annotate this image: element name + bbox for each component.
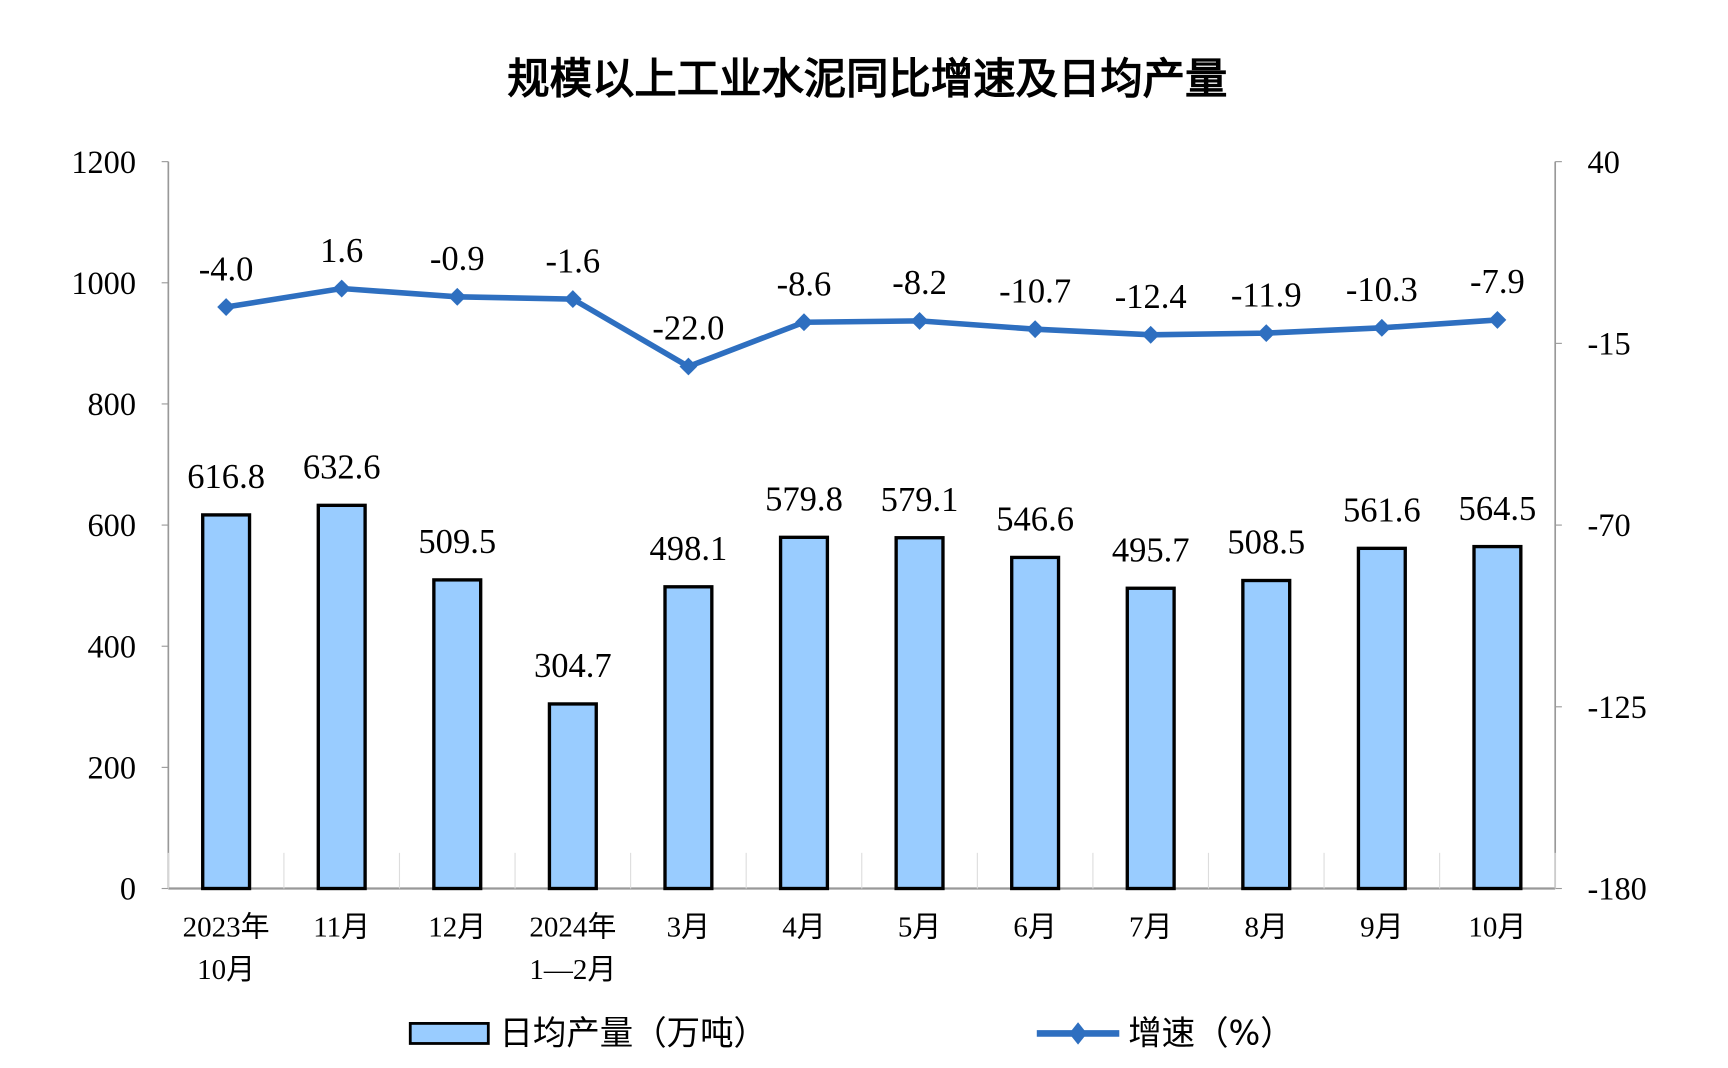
bar: [663, 585, 714, 891]
right-tick-label: 40: [1588, 144, 1620, 180]
bar-value-label: 509.5: [418, 523, 496, 561]
growth-point: [1141, 325, 1160, 344]
bar: [894, 536, 945, 891]
growth-point: [563, 290, 582, 309]
category-label: 10月: [1468, 911, 1526, 943]
growth-point: [1372, 318, 1391, 337]
growth-value-label: -22.0: [652, 310, 724, 348]
bar-value-label: 632.6: [303, 449, 381, 487]
growth-point: [448, 287, 467, 306]
growth-value-label: -12.4: [1115, 278, 1187, 316]
category-label: 6月: [1013, 911, 1056, 943]
growth-value-label: -10.3: [1346, 271, 1418, 309]
left-tick-label: 200: [88, 750, 137, 786]
left-tick-label: 0: [120, 871, 136, 907]
left-tick-label: 1200: [71, 144, 136, 180]
growth-point: [217, 298, 236, 316]
left-tick-label: 600: [88, 507, 137, 543]
growth-line: [217, 279, 1507, 376]
bar-value-label: 495.7: [1112, 532, 1190, 570]
legend: 日均产量（万吨） 增速（%）: [408, 1014, 1294, 1053]
legend-diamond-icon: [1069, 1022, 1087, 1045]
category-label: 10月: [197, 954, 255, 986]
growth-point: [1026, 320, 1045, 339]
bar: [1356, 546, 1407, 891]
category-label: 5月: [898, 911, 941, 943]
category-label: 4月: [782, 911, 825, 943]
growth-value-label: 1.6: [320, 232, 363, 270]
growth-point: [679, 357, 698, 376]
growth-value-label: -8.2: [892, 264, 947, 302]
left-tick-label: 800: [88, 386, 137, 422]
growth-value-label: -4.0: [199, 250, 254, 288]
bar-value-label: 579.1: [881, 481, 959, 519]
left-tick-label: 1000: [71, 265, 136, 301]
category-label: 9月: [1360, 911, 1403, 943]
growth-value-label: -10.7: [999, 272, 1071, 310]
right-tick-label: -180: [1588, 871, 1647, 907]
growth-line-path: [225, 285, 1498, 370]
bar-value-label: 616.8: [187, 458, 265, 496]
bar: [547, 702, 598, 891]
bar-value-label: 498.1: [650, 530, 728, 568]
category-label: 11月: [313, 911, 370, 943]
bar: [316, 503, 367, 891]
growth-point: [795, 313, 813, 332]
left-tick-label: 400: [88, 628, 137, 664]
growth-point: [1257, 324, 1276, 343]
growth-value-label: -1.6: [545, 242, 600, 280]
category-label: 8月: [1245, 911, 1288, 943]
bars: [201, 503, 1523, 891]
legend-line-label: 增速（%）: [1128, 1014, 1294, 1053]
right-tick-label: -15: [1588, 326, 1631, 362]
bar-value-label: 579.8: [765, 481, 843, 519]
growth-value-label: -8.6: [777, 265, 832, 303]
bar: [1010, 555, 1061, 891]
legend-bar-swatch: [408, 1022, 490, 1045]
bar: [1125, 586, 1176, 891]
growth-value-label: -0.9: [430, 240, 485, 278]
growth-point: [332, 279, 351, 298]
growth-point: [910, 311, 929, 330]
bar: [1472, 544, 1523, 891]
legend-bar-label: 日均产量（万吨）: [499, 1014, 767, 1053]
data-labels: 616.8 632.6 509.5 304.7 498.1 579.8 579.1 546.6…: [187, 232, 1536, 685]
category-label: 2024年: [529, 911, 616, 943]
axes: 0 200 400 600 800 1000 1200 -180 -125 -70 -15 40 202…: [71, 144, 1646, 986]
category-label: 2023年: [183, 911, 270, 943]
growth-value-label: -11.9: [1231, 276, 1302, 314]
growth-point: [1488, 310, 1507, 329]
bar: [201, 513, 252, 891]
bar: [778, 535, 830, 891]
growth-value-label: -7.9: [1470, 263, 1525, 301]
bar-value-label: 561.6: [1343, 492, 1421, 530]
bar-value-label: 564.5: [1459, 490, 1537, 528]
bar-value-label: 304.7: [534, 647, 612, 685]
category-label: 1—2月: [529, 954, 616, 986]
category-label: 12月: [428, 911, 486, 943]
right-tick-label: -70: [1588, 507, 1631, 543]
chart-title: 规模以上工业水泥同比增速及日均产量: [507, 55, 1227, 104]
right-tick-label: -125: [1588, 689, 1647, 725]
bar-value-label: 508.5: [1227, 524, 1305, 562]
bar: [432, 578, 483, 891]
bar-value-label: 546.6: [996, 501, 1074, 539]
bar: [1241, 578, 1292, 891]
category-label: 7月: [1129, 911, 1172, 943]
category-label: 3月: [667, 911, 710, 943]
